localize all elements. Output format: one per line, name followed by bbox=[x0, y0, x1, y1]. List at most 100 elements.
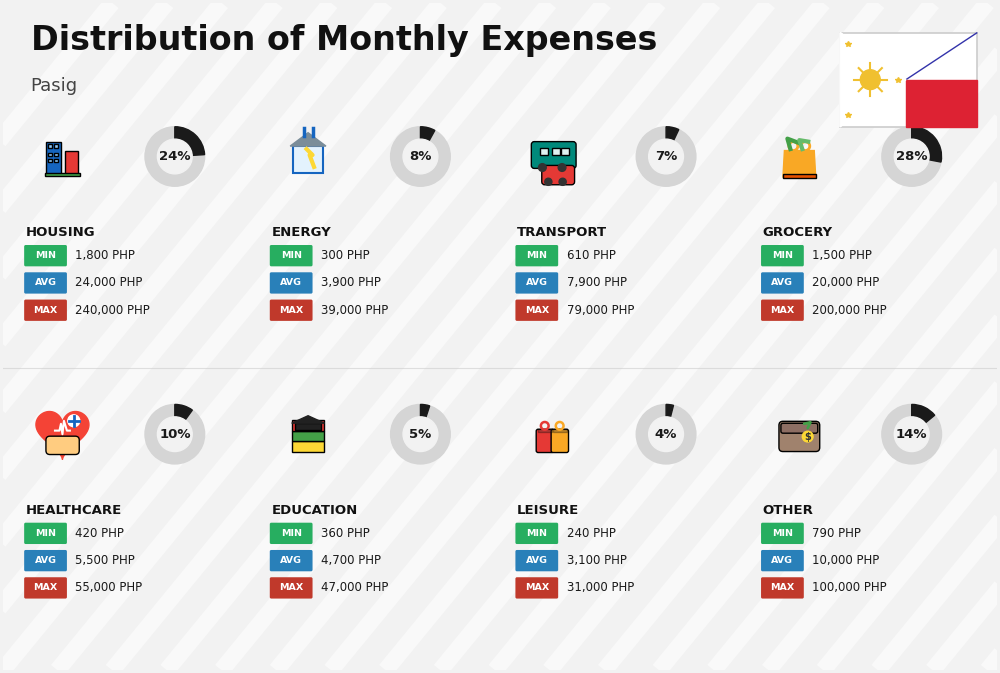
Text: 1,800 PHP: 1,800 PHP bbox=[75, 249, 135, 262]
FancyBboxPatch shape bbox=[540, 149, 548, 155]
Text: AVG: AVG bbox=[35, 279, 57, 287]
Polygon shape bbox=[36, 411, 89, 459]
Text: 7,900 PHP: 7,900 PHP bbox=[567, 277, 627, 289]
Text: MAX: MAX bbox=[33, 306, 58, 315]
FancyBboxPatch shape bbox=[270, 299, 313, 321]
FancyBboxPatch shape bbox=[515, 550, 558, 571]
Circle shape bbox=[649, 139, 683, 174]
FancyBboxPatch shape bbox=[781, 423, 818, 433]
Text: 39,000 PHP: 39,000 PHP bbox=[321, 304, 388, 317]
Text: 240,000 PHP: 240,000 PHP bbox=[75, 304, 150, 317]
FancyBboxPatch shape bbox=[761, 299, 804, 321]
Text: AVG: AVG bbox=[526, 556, 548, 565]
FancyBboxPatch shape bbox=[292, 431, 324, 441]
FancyBboxPatch shape bbox=[515, 245, 558, 267]
FancyBboxPatch shape bbox=[538, 429, 552, 432]
Wedge shape bbox=[882, 127, 942, 186]
Wedge shape bbox=[420, 127, 435, 141]
Text: Pasig: Pasig bbox=[31, 77, 78, 95]
Polygon shape bbox=[292, 416, 324, 423]
FancyBboxPatch shape bbox=[48, 153, 52, 157]
Wedge shape bbox=[145, 404, 205, 464]
Text: MIN: MIN bbox=[35, 251, 56, 260]
Text: AVG: AVG bbox=[771, 279, 793, 287]
Polygon shape bbox=[840, 32, 906, 127]
Polygon shape bbox=[906, 79, 977, 127]
Text: 79,000 PHP: 79,000 PHP bbox=[567, 304, 634, 317]
FancyBboxPatch shape bbox=[65, 151, 78, 174]
Text: MAX: MAX bbox=[525, 583, 549, 592]
Text: 100,000 PHP: 100,000 PHP bbox=[812, 581, 887, 594]
Text: MAX: MAX bbox=[279, 306, 303, 315]
Text: 31,000 PHP: 31,000 PHP bbox=[567, 581, 634, 594]
Text: LEISURE: LEISURE bbox=[517, 503, 579, 517]
Text: 4%: 4% bbox=[655, 427, 677, 441]
Text: GROCERY: GROCERY bbox=[763, 226, 833, 239]
Circle shape bbox=[558, 164, 566, 172]
FancyBboxPatch shape bbox=[270, 273, 313, 293]
FancyBboxPatch shape bbox=[292, 441, 324, 452]
Text: MIN: MIN bbox=[772, 529, 793, 538]
Wedge shape bbox=[175, 404, 192, 420]
FancyBboxPatch shape bbox=[54, 159, 58, 162]
FancyBboxPatch shape bbox=[293, 146, 323, 173]
Text: AVG: AVG bbox=[526, 279, 548, 287]
Text: MIN: MIN bbox=[281, 529, 302, 538]
FancyBboxPatch shape bbox=[270, 523, 313, 544]
Text: MAX: MAX bbox=[770, 583, 795, 592]
Text: MIN: MIN bbox=[526, 251, 547, 260]
Text: 14%: 14% bbox=[896, 427, 927, 441]
Circle shape bbox=[538, 164, 546, 172]
FancyBboxPatch shape bbox=[515, 523, 558, 544]
Text: MAX: MAX bbox=[770, 306, 795, 315]
Text: MAX: MAX bbox=[279, 583, 303, 592]
FancyBboxPatch shape bbox=[24, 299, 67, 321]
FancyBboxPatch shape bbox=[761, 523, 804, 544]
Text: AVG: AVG bbox=[280, 556, 302, 565]
FancyBboxPatch shape bbox=[515, 299, 558, 321]
Circle shape bbox=[860, 70, 880, 90]
Text: 28%: 28% bbox=[896, 150, 927, 163]
Circle shape bbox=[545, 178, 552, 185]
Circle shape bbox=[894, 417, 929, 452]
FancyBboxPatch shape bbox=[270, 245, 313, 267]
Circle shape bbox=[403, 417, 438, 452]
FancyBboxPatch shape bbox=[779, 421, 820, 452]
Wedge shape bbox=[912, 404, 935, 423]
Circle shape bbox=[403, 139, 438, 174]
FancyBboxPatch shape bbox=[295, 423, 321, 430]
Text: AVG: AVG bbox=[771, 556, 793, 565]
FancyBboxPatch shape bbox=[761, 245, 804, 267]
Circle shape bbox=[157, 139, 192, 174]
FancyBboxPatch shape bbox=[840, 32, 977, 127]
FancyBboxPatch shape bbox=[48, 159, 52, 162]
Wedge shape bbox=[912, 127, 942, 162]
Text: 55,000 PHP: 55,000 PHP bbox=[75, 581, 142, 594]
FancyBboxPatch shape bbox=[542, 166, 575, 185]
Text: 610 PHP: 610 PHP bbox=[567, 249, 616, 262]
FancyBboxPatch shape bbox=[783, 174, 816, 178]
FancyBboxPatch shape bbox=[54, 144, 58, 147]
Circle shape bbox=[68, 415, 80, 427]
Text: TRANSPORT: TRANSPORT bbox=[517, 226, 607, 239]
Polygon shape bbox=[906, 32, 977, 79]
Wedge shape bbox=[420, 404, 430, 418]
Wedge shape bbox=[666, 404, 673, 417]
Text: MAX: MAX bbox=[33, 583, 58, 592]
FancyBboxPatch shape bbox=[553, 429, 567, 432]
Circle shape bbox=[157, 417, 192, 452]
Wedge shape bbox=[391, 404, 450, 464]
Text: Distribution of Monthly Expenses: Distribution of Monthly Expenses bbox=[31, 24, 657, 57]
Polygon shape bbox=[840, 32, 906, 127]
Wedge shape bbox=[882, 404, 942, 464]
Text: $: $ bbox=[804, 431, 811, 441]
FancyBboxPatch shape bbox=[46, 436, 79, 454]
Text: 790 PHP: 790 PHP bbox=[812, 527, 861, 540]
Text: AVG: AVG bbox=[35, 556, 57, 565]
Text: 5%: 5% bbox=[409, 427, 432, 441]
Text: 1,500 PHP: 1,500 PHP bbox=[812, 249, 872, 262]
FancyBboxPatch shape bbox=[515, 273, 558, 293]
FancyBboxPatch shape bbox=[761, 577, 804, 598]
FancyBboxPatch shape bbox=[45, 173, 80, 176]
FancyBboxPatch shape bbox=[561, 149, 569, 155]
